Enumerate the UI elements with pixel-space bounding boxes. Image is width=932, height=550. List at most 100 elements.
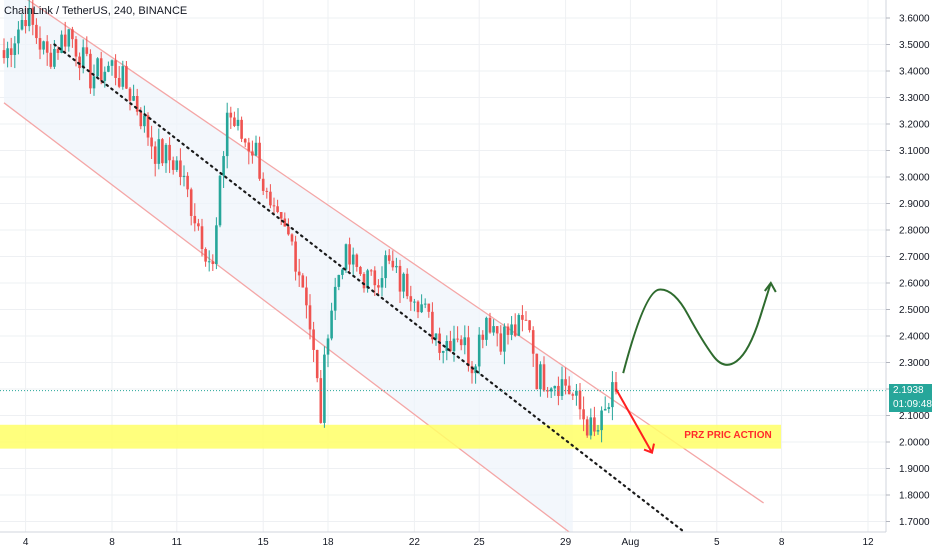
candle-body [312,329,315,350]
candle-body [103,71,107,81]
candle-body [67,29,71,47]
y-tick-label: 2.1000 [899,411,930,422]
candle-body [341,269,344,275]
candle-body [441,350,445,353]
candle-body [74,39,78,57]
x-tick-label: 15 [258,537,270,548]
candle-body [560,379,564,397]
candle-body [495,326,499,334]
candle-body [571,394,575,396]
candle-body [175,160,179,170]
candle-body [528,320,531,331]
candle-body [362,274,366,289]
y-tick-label: 1.8000 [899,491,930,502]
candle-body [607,407,611,409]
candle-body [578,390,582,410]
candle-body [164,144,168,164]
projection-arrowhead [764,281,777,293]
candle-body [107,65,110,72]
candle-body [301,275,305,288]
candle-body [449,341,452,352]
candle-body [531,330,535,354]
candle-body [553,385,557,389]
bearish-arrow-shaft [615,388,653,454]
candle-body [521,315,524,320]
candle-body [283,218,287,227]
candle-body [35,24,38,39]
candle-body [539,364,542,390]
candle-body [452,338,456,352]
x-tick-label: 11 [172,537,183,548]
candle-body [117,77,121,87]
candle-body [614,382,618,392]
last-price-tag: 2.1938 [889,383,932,398]
candle-body [470,366,474,374]
x-tick-label: 8 [109,537,115,548]
candle-body [319,378,323,423]
candle-body [89,53,92,89]
candle-body [596,430,600,432]
candle-body [344,244,348,270]
candle-body [337,274,341,287]
candle-body [456,338,459,340]
x-tick-label: 29 [560,537,572,548]
candle-body [391,260,395,268]
candle-body [513,324,517,336]
candle-body [171,160,175,170]
candle-body [45,41,49,53]
candle-body [427,303,431,312]
candle-body [56,48,60,53]
candle-body [431,311,434,340]
x-tick-label: 22 [409,537,421,548]
x-tick-label: 18 [322,537,334,548]
candle-body [405,273,409,297]
candle-body [294,241,297,272]
candle-body [92,76,96,89]
x-tick-label: 8 [779,537,785,548]
y-tick-label: 2.3000 [899,358,930,369]
candle-body [189,189,193,216]
candle-body [524,319,528,321]
candle-body [517,315,521,336]
candle-body [6,48,9,59]
candle-body [585,419,589,436]
candle-body [2,50,6,59]
candle-body [114,60,117,78]
candle-body [186,175,189,190]
y-tick-label: 3.0000 [899,173,930,184]
x-tick-label: 25 [474,537,486,548]
candle-body [247,142,251,152]
y-tick-label: 2.6000 [899,279,930,290]
dotted-trendline-path [53,43,686,534]
candle-body [53,48,56,67]
candle-body [589,417,593,436]
candle-body [611,382,614,408]
candle-body [269,191,272,206]
candle-body [366,270,369,289]
candle-body [384,255,387,279]
candle-body [9,48,13,55]
candle-body [582,409,585,420]
candle-body [535,353,539,390]
candle-body [179,160,182,178]
candle-body [510,324,513,335]
candle-body [110,60,114,66]
candle-body [81,47,85,69]
candle-body [20,20,24,30]
candle-body [251,151,254,156]
candle-body [297,271,301,276]
candle-body [287,226,290,235]
candle-body [215,225,218,264]
candle-body [600,410,603,431]
candle-body [333,286,337,311]
y-tick-label: 3.2000 [899,120,930,131]
candle-body [143,115,146,127]
candle-body [481,334,485,340]
candle-body [261,178,265,191]
candle-body [233,117,236,126]
candle-body [603,408,607,411]
candle-body [218,175,222,226]
candle-body [387,255,391,261]
candle-body [369,270,373,272]
